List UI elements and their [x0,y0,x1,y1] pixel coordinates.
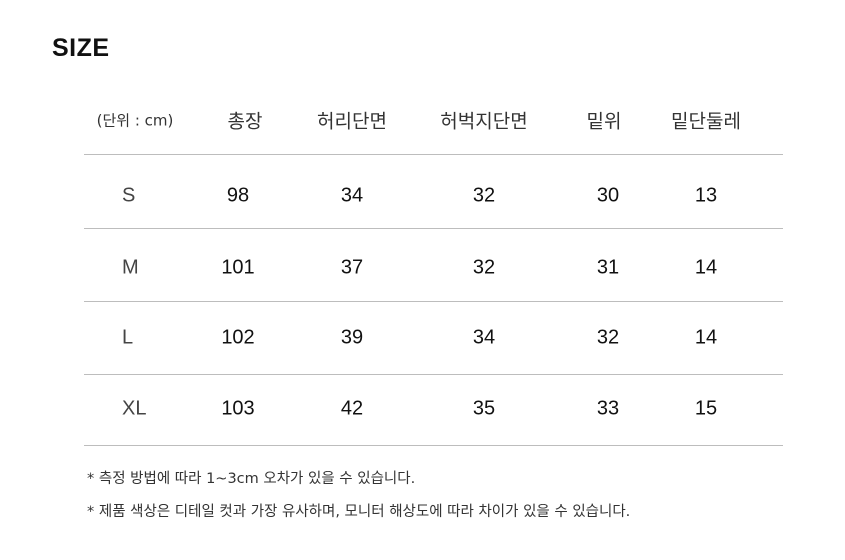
section-title: SIZE [52,34,110,62]
table-cell: 34 [472,326,496,349]
table-cell: 13 [694,184,718,207]
header-waist: 허리단면 [317,110,387,133]
table-cell: 32 [472,256,496,279]
table-cell: 31 [596,256,620,279]
size-label: XL [122,397,147,420]
table-cell: 37 [340,256,364,279]
note-measurement: * 측정 방법에 따라 1~3cm 오차가 있을 수 있습니다. [87,471,416,487]
divider [84,228,783,229]
size-label: L [122,326,134,349]
table-cell: 14 [694,256,718,279]
divider [84,374,783,375]
table-cell: 30 [596,184,620,207]
table-cell: 42 [340,397,364,420]
table-cell: 103 [221,397,255,420]
note-color: * 제품 색상은 디테일 컷과 가장 유사하며, 모니터 해상도에 따라 차이가… [87,504,631,520]
table-cell: 32 [596,326,620,349]
table-cell: 33 [596,397,620,420]
table-cell: 35 [472,397,496,420]
size-label: S [122,184,136,207]
header-total-length: 총장 [227,110,263,133]
unit-label: (단위 : cm) [96,111,174,130]
divider [84,445,783,446]
table-cell: 102 [221,326,255,349]
table-cell: 34 [340,184,364,207]
table-cell: 101 [221,256,255,279]
table-cell: 32 [472,184,496,207]
table-cell: 39 [340,326,364,349]
header-rise: 밑위 [586,110,622,133]
header-thigh: 허벅지단면 [440,110,528,133]
header-hem: 밑단둘레 [671,110,741,133]
table-cell: 14 [694,326,718,349]
divider [84,154,783,155]
table-cell: 15 [694,397,718,420]
table-cell: 98 [226,184,250,207]
size-label: M [122,256,139,279]
divider [84,301,783,302]
